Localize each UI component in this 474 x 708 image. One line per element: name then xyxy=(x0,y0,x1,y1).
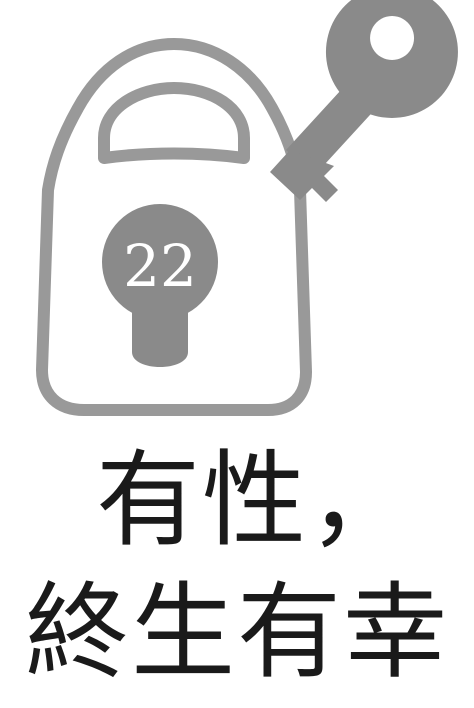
keyhole-icon xyxy=(102,204,218,367)
lock-number: 22 xyxy=(123,232,197,300)
headline-line-1: 有性， xyxy=(95,439,414,561)
headline-line-2: 終生有幸 xyxy=(24,571,449,693)
lock-and-key-illustration: 22 xyxy=(36,0,458,416)
padlock-shackle-arch xyxy=(98,82,250,164)
padlock-icon: 22 xyxy=(36,38,312,416)
key-icon xyxy=(270,0,458,202)
